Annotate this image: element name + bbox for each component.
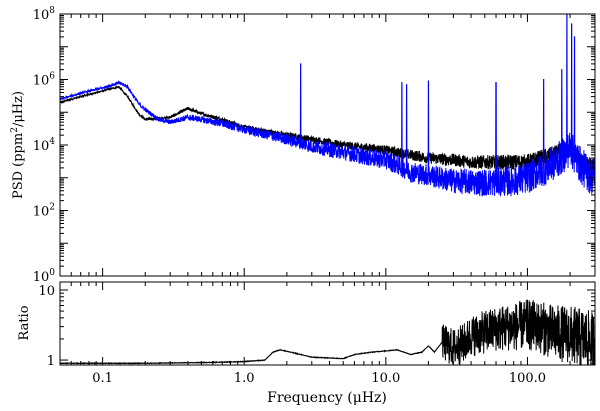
y-tick-label: 104 [33, 137, 56, 154]
ratio-panel: 0.1 1.0 10.0 100.0 1 10 Ratio Frequency (μHz… [17, 281, 596, 406]
series-line-0-1 [60, 14, 595, 197]
y-tick-label: 106 [33, 72, 56, 89]
x-tick-label: 10.0 [371, 371, 400, 386]
ratio-plot-frame [59, 281, 596, 366]
psd-panel: 100 102 104 106 108 PSD (ppm2/μHz) [10, 6, 596, 285]
series-line-1-0 [60, 299, 595, 365]
ratio-y-ticks: 1 10 [38, 284, 595, 369]
psd-x-ticks [59, 14, 596, 276]
y-tick-label: 10 [38, 284, 55, 299]
ratio-x-ticks: 0.1 1.0 10.0 100.0 [59, 282, 596, 386]
x-tick-label: 100.0 [509, 371, 546, 386]
psd-y-ticks: 100 102 104 106 108 [33, 6, 595, 285]
y-tick-label: 102 [33, 203, 55, 220]
y-tick-label: 1 [47, 354, 55, 369]
y-tick-label: 100 [33, 268, 56, 285]
x-tick-label: 1.0 [234, 371, 255, 386]
ratio-series-group [60, 299, 595, 365]
x-tick-label: 0.1 [92, 371, 113, 386]
psd-series-group [60, 14, 595, 197]
series-line-0-0 [60, 84, 595, 177]
psd-y-axis-label: PSD (ppm2/μHz) [10, 91, 26, 199]
x-axis-label: Frequency (μHz) [267, 390, 387, 406]
ratio-y-axis-label: Ratio [17, 305, 32, 340]
y-tick-label: 108 [33, 6, 56, 23]
